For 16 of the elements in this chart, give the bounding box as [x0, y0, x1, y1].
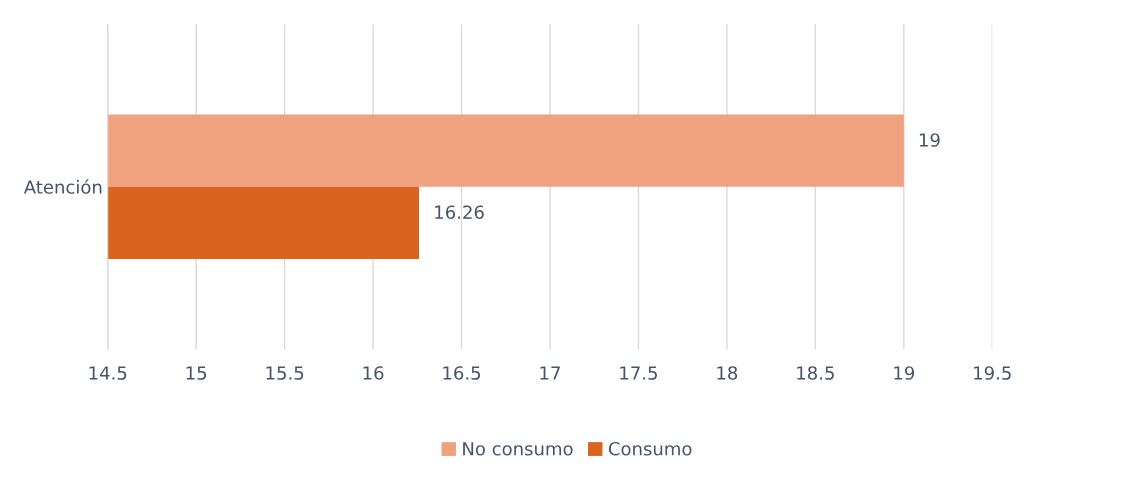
data-label: 19	[919, 133, 940, 147]
legend-label: No consumo	[463, 442, 573, 456]
legend-label: Consumo	[608, 441, 692, 456]
y-tick-label: Atención	[23, 179, 102, 194]
x-tick-label: 16.5	[443, 366, 481, 380]
x-tick-label: 17.5	[620, 366, 657, 380]
x-tick-label: 19	[894, 366, 915, 380]
x-tick-label: 14.5	[89, 366, 127, 380]
x-tick-label: 19.5	[974, 366, 1011, 380]
x-tick-label: 15.5	[266, 366, 304, 380]
x-tick-label: 18	[717, 366, 738, 380]
x-tick-label: 18.5	[797, 366, 834, 380]
data-label: 16.26	[435, 205, 484, 220]
x-tick-label: 17	[540, 366, 560, 380]
x-tick-label: 15	[186, 366, 207, 380]
x-tick-label: 16	[363, 366, 384, 380]
